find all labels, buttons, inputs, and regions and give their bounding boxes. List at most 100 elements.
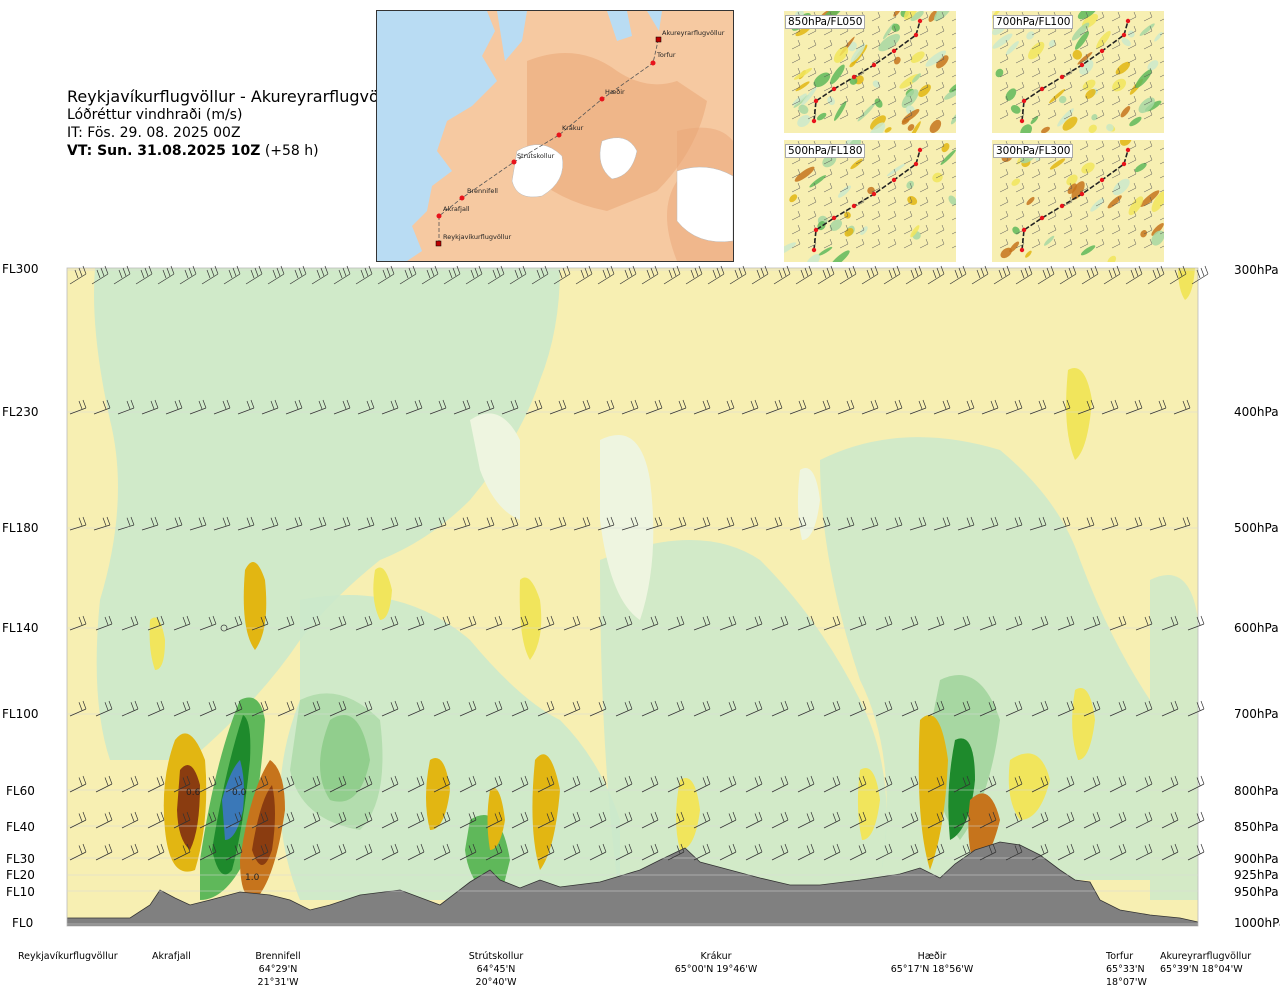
wind-barbs [69, 265, 1209, 861]
wind-barb [797, 843, 815, 861]
wind-barb [1109, 843, 1127, 861]
wind-barb [641, 265, 659, 285]
wind-barb [909, 399, 927, 415]
map-label-torfur: Torfur [656, 51, 676, 59]
wind-barb [615, 700, 633, 717]
wind-barb [69, 265, 87, 285]
level-map-500[interactable]: 500hPa/FL180 [784, 140, 956, 262]
wind-barb [741, 399, 759, 415]
hpa-label: 800hPa [1234, 784, 1279, 798]
plot-frame [66, 267, 1199, 927]
wind-barb [693, 615, 711, 631]
wind-barb [717, 516, 735, 531]
wind-barb [685, 265, 703, 285]
fl-label: FL60 [6, 784, 35, 798]
valid-time-main: VT: Sun. 31.08.2025 10Z [67, 143, 261, 159]
waypoint-name: Akureyrarflugvöllur [1160, 951, 1252, 962]
wind-barb [1149, 399, 1167, 415]
wind-barb [147, 700, 165, 717]
wind-barb [443, 265, 461, 285]
wind-barb [477, 399, 495, 415]
wind-barb [729, 265, 747, 285]
level-map-850[interactable]: 850hPa/FL050 [784, 11, 956, 133]
wind-barb [95, 811, 113, 829]
wind-barb [901, 775, 919, 793]
wind-barb [1147, 265, 1165, 285]
wind-barb [901, 843, 919, 861]
wind-barb [1029, 516, 1047, 531]
wind-barb [875, 843, 893, 861]
wind-barb [1083, 700, 1101, 717]
wind-barb [953, 775, 971, 793]
map-label-akureyri: Akureyrarflugvöllur [662, 29, 725, 37]
fl-label: FL140 [2, 621, 39, 635]
wind-barb [251, 775, 269, 793]
wind-barb [1125, 399, 1143, 415]
wind-barb [719, 811, 737, 829]
wind-barb [329, 843, 347, 861]
wind-barb [511, 775, 529, 793]
fl-label: FL20 [6, 868, 35, 882]
level-map-300-svg [992, 140, 1164, 262]
hpa-label: 950hPa [1234, 885, 1279, 899]
wind-barb [1031, 615, 1049, 631]
hpa-label: 900hPa [1234, 852, 1279, 866]
wind-barb [641, 700, 659, 717]
level-map-300-label: 300hPa/FL300 [993, 144, 1074, 158]
wind-barb [745, 843, 763, 861]
wind-barb [433, 843, 451, 861]
level-map-850-label: 850hPa/FL050 [785, 15, 866, 29]
wind-barb [537, 775, 555, 793]
waypoint-coord: 65°17'N 18°56'W [890, 964, 974, 975]
wind-barb [1083, 811, 1101, 829]
wind-barb [1005, 811, 1023, 829]
hpa-label: 925hPa [1234, 868, 1279, 882]
wind-barb [355, 811, 373, 829]
wind-barb [563, 615, 581, 631]
wind-barb [837, 516, 855, 531]
wind-barb [1161, 775, 1179, 793]
issue-time: IT: Fös. 29. 08. 2025 00Z [67, 125, 241, 141]
wind-barb [189, 516, 207, 531]
waypoint-label: Akrafjall [152, 950, 191, 963]
wind-barb [771, 775, 789, 793]
valid-time-offset: (+58 h) [264, 143, 319, 159]
wind-barb [693, 775, 711, 793]
wind-barb [213, 516, 231, 531]
wind-barb [355, 700, 373, 717]
wind-barb [69, 516, 87, 531]
level-map-700[interactable]: 700hPa/FL100 [992, 11, 1164, 133]
map-label-reykjavik: Reykjavíkurflugvöllur [443, 233, 512, 241]
route-overview-map[interactable]: Akureyrarflugvöllur Torfur Hæðir Krákur … [376, 10, 734, 262]
wind-barb [91, 265, 109, 285]
wind-barb [329, 811, 347, 829]
wind-barb [667, 615, 685, 631]
wind-barb [173, 615, 191, 631]
wind-barb [251, 811, 269, 829]
waypoint-label: Krákur 65°00'N 19°46'W [674, 950, 758, 976]
wind-barb [459, 811, 477, 829]
waypoint-coord: 64°45'N 20°40'W [475, 964, 517, 988]
wind-barb [453, 516, 471, 531]
wind-barb [597, 265, 615, 285]
wind-barb [901, 811, 919, 829]
wind-barb [69, 775, 87, 793]
waypoint-name: Brennifell [255, 951, 301, 962]
wind-barb [1161, 700, 1179, 717]
wind-barb [1109, 615, 1127, 631]
level-map-300[interactable]: 300hPa/FL300 [992, 140, 1164, 262]
wind-barb [251, 700, 269, 717]
wind-barb [789, 399, 807, 415]
wind-barb [1135, 811, 1153, 829]
wind-barb [953, 615, 971, 631]
waypoint-coord: 65°00'N 19°46'W [674, 964, 758, 975]
wind-barb [407, 700, 425, 717]
wind-barb [707, 265, 725, 285]
map-label-krakur: Krákur [562, 124, 584, 132]
wind-barb [261, 399, 279, 415]
wind-barb [93, 516, 111, 531]
wind-barb [285, 399, 303, 415]
wind-barb [1135, 775, 1153, 793]
wind-barb [1081, 265, 1099, 285]
